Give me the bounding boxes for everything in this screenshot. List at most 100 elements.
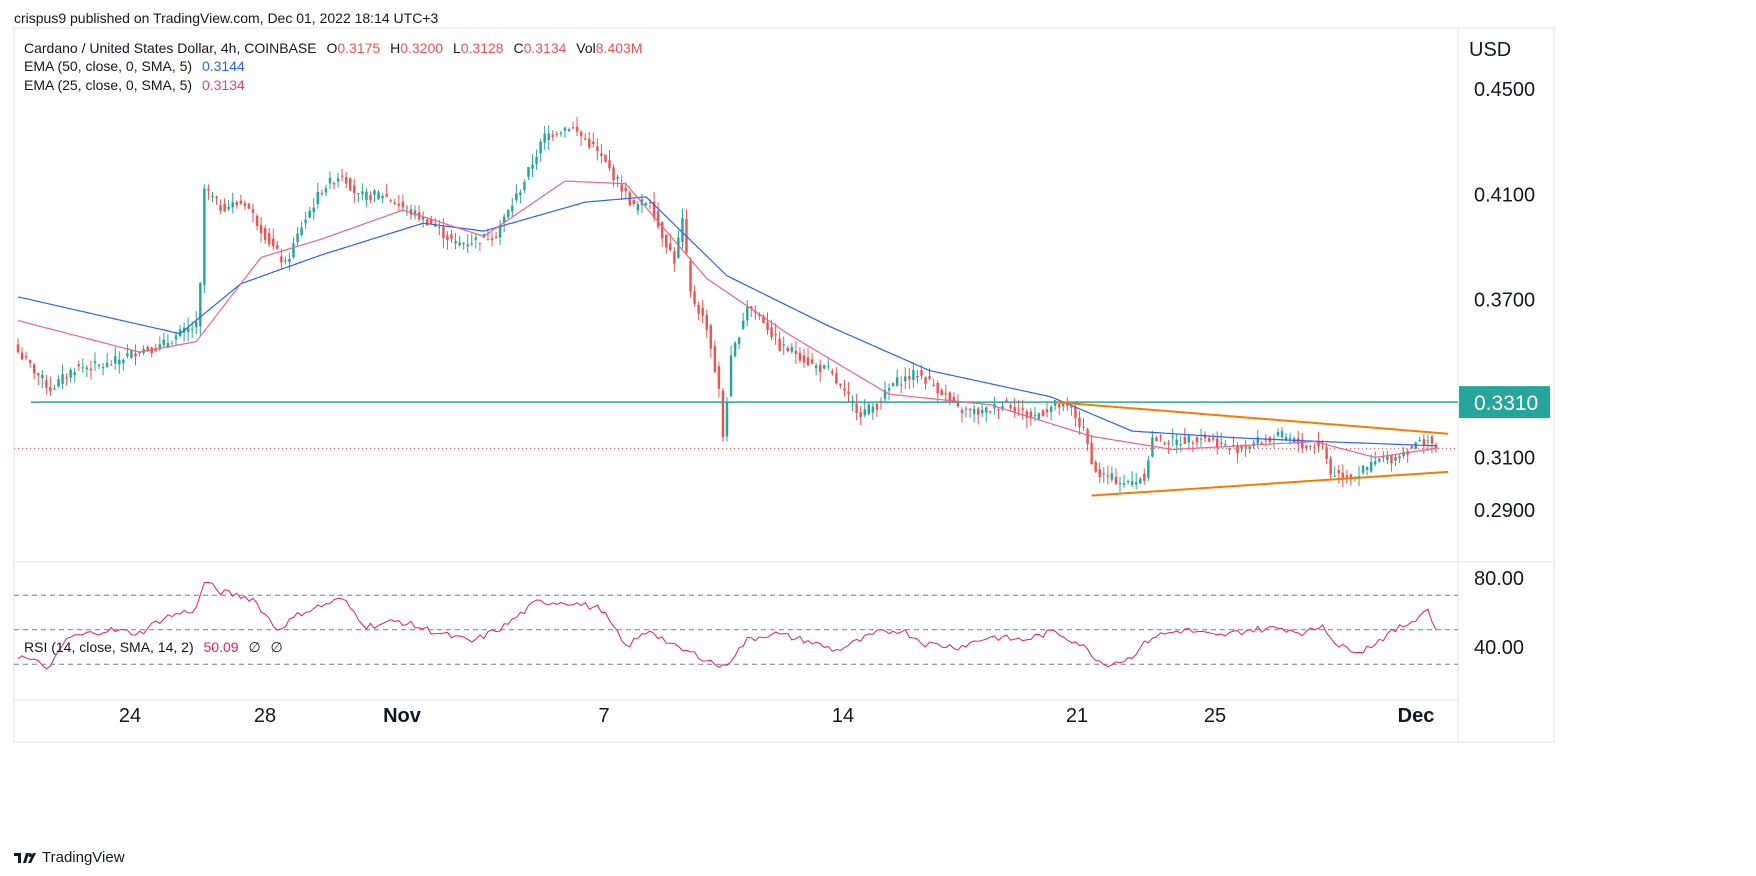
candle-body[interactable]: [215, 196, 218, 198]
candle-body[interactable]: [162, 339, 166, 346]
candle-body[interactable]: [85, 367, 89, 370]
candle-body[interactable]: [1382, 457, 1385, 459]
candle-body[interactable]: [397, 203, 401, 206]
candle-body[interactable]: [405, 207, 409, 209]
candle-body[interactable]: [1410, 446, 1413, 449]
candle-body[interactable]: [446, 235, 449, 241]
candle-body[interactable]: [1159, 435, 1162, 437]
candle-body[interactable]: [814, 365, 818, 369]
candle-body[interactable]: [126, 353, 129, 357]
candle-body[interactable]: [109, 364, 113, 366]
candle-body[interactable]: [567, 129, 571, 131]
candle-body[interactable]: [1369, 461, 1373, 472]
candle-body[interactable]: [296, 233, 299, 242]
candle-body[interactable]: [948, 392, 952, 401]
candle-body[interactable]: [774, 333, 777, 336]
candle-body[interactable]: [89, 368, 93, 371]
candle-body[interactable]: [231, 202, 234, 208]
candle-body[interactable]: [798, 352, 802, 361]
candle-body[interactable]: [1114, 476, 1118, 484]
candle-body[interactable]: [851, 400, 854, 402]
candle-body[interactable]: [1378, 458, 1381, 462]
candle-body[interactable]: [539, 141, 542, 154]
candle-body[interactable]: [369, 194, 372, 201]
candle-body[interactable]: [430, 219, 433, 224]
candle-body[interactable]: [770, 327, 773, 338]
ema25-line[interactable]: [17, 180, 1437, 459]
candle-body[interactable]: [1280, 431, 1284, 438]
candle-body[interactable]: [442, 226, 445, 239]
candle-body[interactable]: [758, 314, 761, 317]
candle-body[interactable]: [920, 370, 923, 376]
candle-body[interactable]: [588, 138, 591, 148]
candle-body[interactable]: [438, 227, 441, 229]
candle-body[interactable]: [235, 202, 238, 205]
candle-body[interactable]: [1329, 458, 1332, 475]
candle-body[interactable]: [689, 261, 692, 292]
candle-body[interactable]: [1090, 442, 1093, 465]
candle-body[interactable]: [247, 203, 251, 209]
candle-body[interactable]: [1240, 444, 1243, 449]
candle-body[interactable]: [502, 216, 506, 223]
candle-body[interactable]: [1398, 456, 1401, 459]
candle-body[interactable]: [336, 178, 340, 182]
candle-body[interactable]: [1284, 436, 1288, 440]
candle-body[interactable]: [1361, 465, 1365, 473]
candle-body[interactable]: [656, 211, 660, 227]
candle-body[interactable]: [1345, 475, 1349, 478]
candle-body[interactable]: [1021, 408, 1024, 410]
candle-body[interactable]: [470, 243, 473, 245]
candle-body[interactable]: [1422, 439, 1426, 446]
candle-body[interactable]: [721, 390, 725, 438]
candle-body[interactable]: [1365, 466, 1369, 470]
candle-body[interactable]: [871, 406, 875, 413]
candle-body[interactable]: [583, 138, 587, 140]
candle-body[interactable]: [393, 202, 397, 204]
candle-body[interactable]: [891, 382, 895, 387]
candle-body[interactable]: [831, 370, 834, 374]
candle-body[interactable]: [45, 380, 48, 388]
candle-body[interactable]: [960, 409, 964, 414]
candle-body[interactable]: [77, 364, 80, 367]
candle-body[interactable]: [531, 164, 534, 169]
candle-body[interactable]: [883, 389, 887, 400]
candle-body[interactable]: [114, 356, 117, 364]
candle-body[interactable]: [912, 370, 915, 380]
candle-body[interactable]: [1199, 438, 1203, 440]
candle-body[interactable]: [839, 383, 842, 386]
candle-body[interactable]: [199, 282, 202, 327]
candle-body[interactable]: [1248, 446, 1251, 449]
candle-body[interactable]: [101, 367, 105, 369]
candle-body[interactable]: [1126, 480, 1130, 482]
candle-body[interactable]: [1313, 447, 1316, 449]
rsi-legend[interactable]: RSI (14, close, SMA, 14, 2) 50.09 ∅ ∅: [24, 639, 289, 656]
candle-body[interactable]: [1167, 442, 1170, 445]
candle-body[interactable]: [644, 203, 648, 206]
candle-body[interactable]: [709, 325, 713, 349]
candle-body[interactable]: [904, 376, 907, 382]
candle-body[interactable]: [592, 141, 595, 144]
candle-body[interactable]: [122, 359, 125, 364]
candle-body[interactable]: [259, 224, 263, 234]
candle-body[interactable]: [365, 191, 368, 201]
candle-body[interactable]: [227, 206, 230, 210]
candle-body[interactable]: [1094, 462, 1097, 472]
candle-body[interactable]: [1236, 445, 1239, 454]
candle-body[interactable]: [16, 344, 20, 353]
candle-body[interactable]: [1070, 406, 1073, 408]
candle-body[interactable]: [146, 346, 149, 351]
candle-body[interactable]: [1082, 426, 1085, 428]
candle-body[interactable]: [847, 391, 850, 395]
candle-body[interactable]: [579, 131, 583, 137]
candle-body[interactable]: [462, 243, 465, 245]
candle-body[interactable]: [1244, 445, 1247, 448]
candle-body[interactable]: [725, 401, 729, 437]
candle-body[interactable]: [1139, 478, 1142, 484]
candle-body[interactable]: [620, 184, 623, 192]
candle-body[interactable]: [1207, 438, 1211, 442]
candle-body[interactable]: [523, 181, 526, 190]
candle-body[interactable]: [1317, 441, 1320, 447]
candle-body[interactable]: [373, 190, 376, 195]
candle-body[interactable]: [766, 322, 769, 331]
candle-body[interactable]: [1191, 442, 1195, 444]
